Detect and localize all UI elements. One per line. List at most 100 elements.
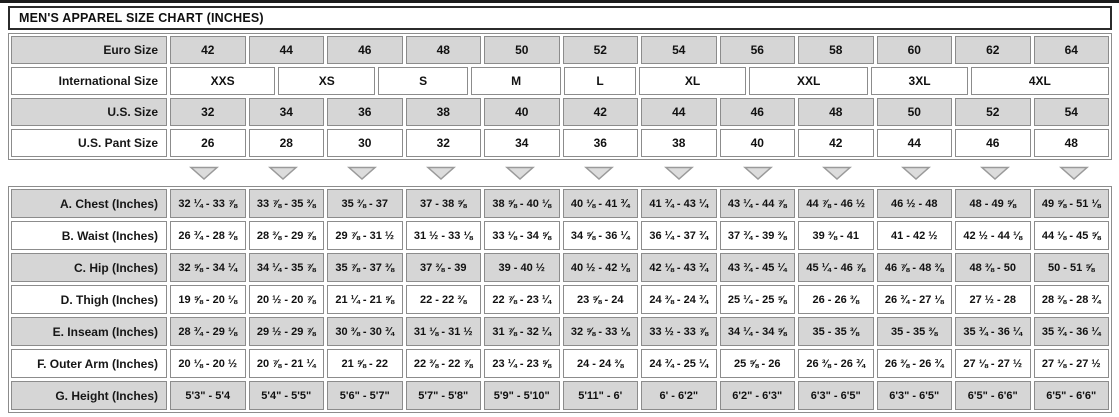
height-range-cell: 6'3" - 6'5": [798, 381, 874, 410]
height-row: G. Height (Inches) 5'3" - 5'4 5'4" - 5'5"…: [11, 381, 1109, 410]
international-size-row: International Size XXS XS S M L XL XXL 3XL 4XL: [11, 67, 1109, 95]
euro-size-cell: 60: [876, 36, 952, 64]
outer-arm-range-cell: 20 ⅛ - 20 ½: [170, 349, 246, 378]
waist-row-label: B. Waist (Inches): [11, 221, 167, 250]
height-row-label: G. Height (Inches): [11, 381, 167, 410]
column-arrow-down-icon: [878, 166, 954, 181]
us-pant-size-cell: 40: [719, 129, 795, 157]
height-range-cell: 5'3" - 5'4: [170, 381, 246, 410]
waist-range-cell: 33 ⅛ - 34 ⅝: [484, 221, 560, 250]
hip-range-cell: 34 ¼ - 35 ⅞: [248, 253, 324, 282]
international-size-cell: XS: [278, 67, 376, 95]
outer-arm-range-cell: 24 ¾ - 25 ¼: [641, 349, 717, 378]
waist-range-cell: 29 ⅞ - 31 ½: [327, 221, 403, 250]
outer-arm-range-cell: 24 - 24 ⅜: [562, 349, 638, 378]
thigh-range-cell: 19 ⅝ - 20 ⅛: [170, 285, 246, 314]
hip-range-cell: 39 - 40 ½: [484, 253, 560, 282]
us-size-cell: 54: [1033, 98, 1109, 126]
inseam-range-cell: 35 - 35 ⅜: [876, 317, 952, 346]
euro-size-cell: 52: [562, 36, 638, 64]
thigh-range-cell: 22 - 22 ⅜: [405, 285, 481, 314]
us-pant-size-cell: 42: [798, 129, 874, 157]
inseam-row-label: E. Inseam (Inches): [11, 317, 167, 346]
hip-range-cell: 32 ⅝ - 34 ¼: [170, 253, 246, 282]
inseam-range-cell: 28 ¾ - 29 ⅛: [170, 317, 246, 346]
chest-range-cell: 33 ⅞ - 35 ⅜: [248, 189, 324, 218]
us-size-row: U.S. Size 32 34 36 38 40 42 44 46 48 50 52 54: [11, 98, 1109, 126]
column-arrow-down-icon: [166, 166, 242, 181]
outer-arm-row-cells: 20 ⅛ - 20 ½ 20 ⅞ - 21 ¼ 21 ⅝ - 22 22 ⅜ - 22…: [170, 349, 1109, 378]
international-size-cell: 4XL: [970, 67, 1109, 95]
column-arrow-down-icon: [403, 166, 479, 181]
us-pant-size-label: U.S. Pant Size: [11, 129, 167, 157]
thigh-range-cell: 20 ½ - 20 ⅞: [248, 285, 324, 314]
waist-range-cell: 31 ½ - 33 ⅛: [405, 221, 481, 250]
outer-arm-row-label: F. Outer Arm (Inches): [11, 349, 167, 378]
inseam-row: E. Inseam (Inches) 28 ¾ - 29 ⅛ 29 ½ - 29 …: [11, 317, 1109, 346]
euro-size-cell: 54: [641, 36, 717, 64]
hip-range-cell: 40 ½ - 42 ⅛: [562, 253, 638, 282]
height-range-cell: 6' - 6'2": [641, 381, 717, 410]
column-arrow-down-icon: [640, 166, 716, 181]
waist-row-cells: 26 ¾ - 28 ⅜ 28 ⅜ - 29 ⅞ 29 ⅞ - 31 ½ 31 ½ - …: [170, 221, 1109, 250]
euro-size-cell: 44: [248, 36, 324, 64]
chest-range-cell: 35 ⅜ - 37: [327, 189, 403, 218]
chest-row-label: A. Chest (Inches): [11, 189, 167, 218]
euro-size-cell: 58: [798, 36, 874, 64]
us-size-cell: 34: [248, 98, 324, 126]
us-pant-size-cell: 32: [405, 129, 481, 157]
outer-arm-range-cell: 20 ⅞ - 21 ¼: [248, 349, 324, 378]
column-arrow-down-icon: [1036, 166, 1112, 181]
us-size-cell: 42: [562, 98, 638, 126]
outer-arm-row: F. Outer Arm (Inches) 20 ⅛ - 20 ½ 20 ⅞ - …: [11, 349, 1109, 378]
outer-arm-range-cell: 27 ⅛ - 27 ½: [955, 349, 1031, 378]
column-arrow-down-icon: [799, 166, 875, 181]
chest-range-cell: 37 - 38 ⅝: [405, 189, 481, 218]
hip-range-cell: 37 ⅜ - 39: [405, 253, 481, 282]
column-arrow-down-icon: [957, 166, 1033, 181]
height-range-cell: 5'7" - 5'8": [405, 381, 481, 410]
us-pant-size-row: U.S. Pant Size 26 28 30 32 34 36 38 40 42 44 46 48: [11, 129, 1109, 157]
waist-range-cell: 42 ½ - 44 ⅛: [955, 221, 1031, 250]
waist-row: B. Waist (Inches) 26 ¾ - 28 ⅜ 28 ⅜ - 29 ⅞…: [11, 221, 1109, 250]
euro-size-cells: 42 44 46 48 50 52 54 56 58 60 62 64: [170, 36, 1109, 64]
chest-range-cell: 44 ⅞ - 46 ½: [798, 189, 874, 218]
us-size-cell: 38: [405, 98, 481, 126]
us-size-cell: 52: [955, 98, 1031, 126]
us-size-cell: 44: [641, 98, 717, 126]
euro-size-cell: 56: [719, 36, 795, 64]
chart-title: MEN'S APPAREL SIZE CHART (INCHES): [19, 11, 264, 25]
outer-arm-range-cell: 23 ¼ - 23 ⅝: [484, 349, 560, 378]
hip-range-cell: 35 ⅞ - 37 ⅜: [327, 253, 403, 282]
column-arrow-down-icon: [245, 166, 321, 181]
euro-size-cell: 48: [405, 36, 481, 64]
height-range-cell: 5'6" - 5'7": [327, 381, 403, 410]
inseam-range-cell: 35 - 35 ⅜: [798, 317, 874, 346]
us-pant-size-cells: 26 28 30 32 34 36 38 40 42 44 46 48: [170, 129, 1109, 157]
chest-range-cell: 49 ⅝ - 51 ⅛: [1033, 189, 1109, 218]
measurements-table: A. Chest (Inches) 32 ¼ - 33 ⅞ 33 ⅞ - 35 ⅜…: [8, 186, 1112, 413]
inseam-range-cell: 35 ¾ - 36 ¼: [955, 317, 1031, 346]
waist-range-cell: 34 ⅝ - 36 ¼: [562, 221, 638, 250]
us-size-label: U.S. Size: [11, 98, 167, 126]
top-rule: [0, 0, 1119, 3]
inseam-range-cell: 33 ½ - 33 ⅞: [641, 317, 717, 346]
column-arrow-down-icon: [482, 166, 558, 181]
hip-range-cell: 42 ⅛ - 43 ¾: [641, 253, 717, 282]
us-size-cell: 46: [719, 98, 795, 126]
size-chart-sheet: MEN'S APPAREL SIZE CHART (INCHES) Euro S…: [8, 6, 1112, 413]
hip-range-cell: 48 ⅜ - 50: [955, 253, 1031, 282]
inseam-range-cell: 31 ⅛ - 31 ½: [405, 317, 481, 346]
chest-row-cells: 32 ¼ - 33 ⅞ 33 ⅞ - 35 ⅜ 35 ⅜ - 37 37 - 38 ⅝…: [170, 189, 1109, 218]
waist-range-cell: 26 ¾ - 28 ⅜: [170, 221, 246, 250]
us-pant-size-cell: 48: [1033, 129, 1109, 157]
thigh-row-cells: 19 ⅝ - 20 ⅛ 20 ½ - 20 ⅞ 21 ¼ - 21 ⅝ 22 - 22…: [170, 285, 1109, 314]
size-header-table: Euro Size 42 44 46 48 50 52 54 56 58 60 62 64 Inter…: [8, 33, 1112, 160]
height-range-cell: 6'5" - 6'6": [955, 381, 1031, 410]
us-size-cell: 32: [170, 98, 246, 126]
euro-size-row: Euro Size 42 44 46 48 50 52 54 56 58 60 62 64: [11, 36, 1109, 64]
chart-title-bar: MEN'S APPAREL SIZE CHART (INCHES): [8, 6, 1112, 30]
outer-arm-range-cell: 26 ⅜ - 26 ¾: [876, 349, 952, 378]
chest-range-cell: 41 ¾ - 43 ¼: [641, 189, 717, 218]
inseam-range-cell: 32 ⅝ - 33 ⅛: [562, 317, 638, 346]
